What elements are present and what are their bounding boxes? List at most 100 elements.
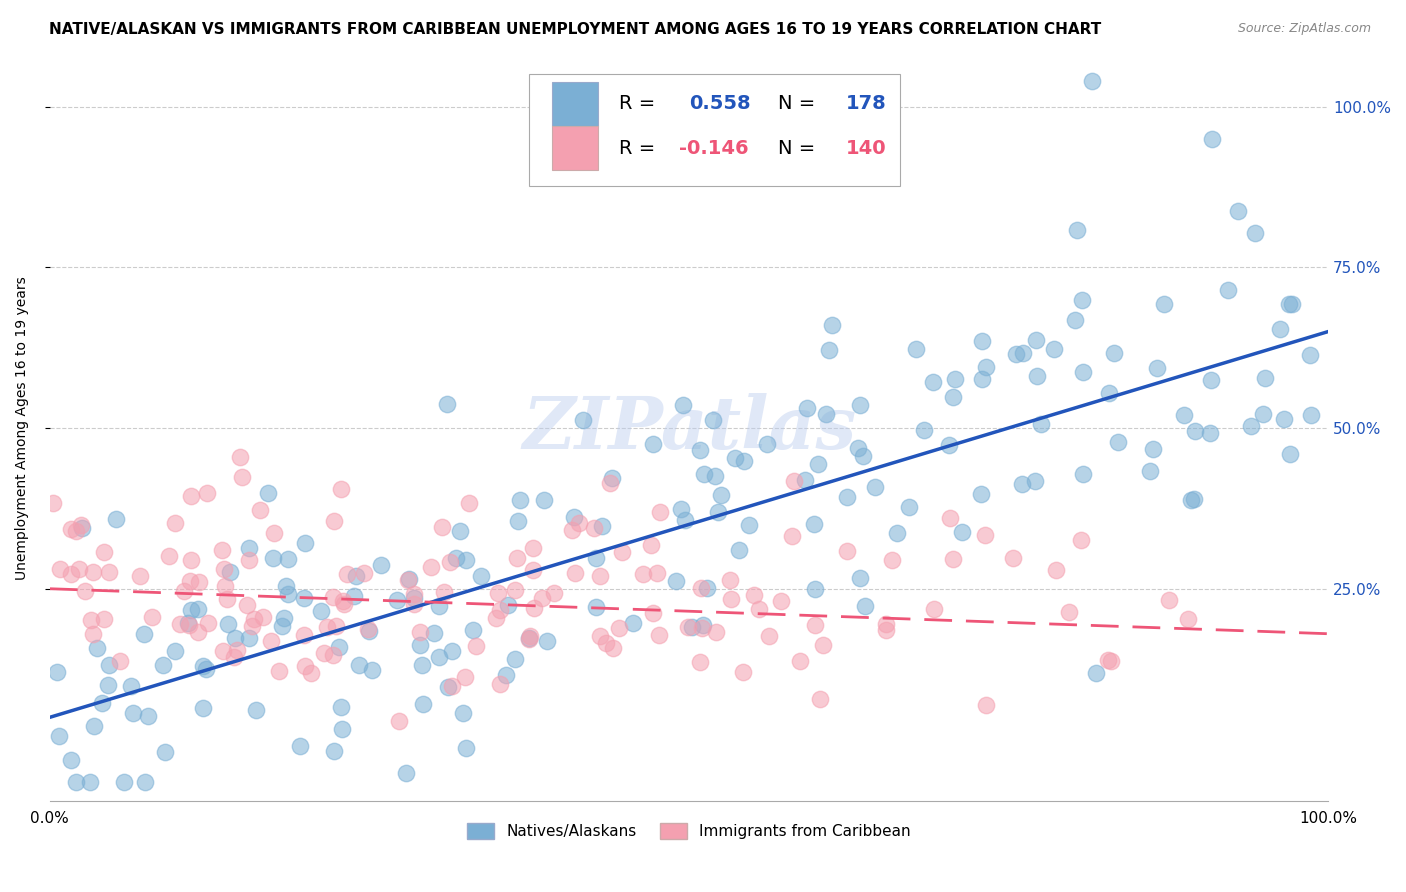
Point	[453, 670, 475, 684]
Point	[236, 599, 259, 613]
Point	[496, 599, 519, 613]
Point	[353, 566, 375, 580]
Point	[488, 676, 510, 690]
Point	[1142, 442, 1164, 456]
Point	[506, 550, 529, 565]
Point	[1066, 223, 1088, 237]
Point	[599, 475, 621, 490]
Text: -0.146: -0.146	[679, 139, 748, 158]
Point	[195, 486, 218, 500]
Point	[177, 615, 200, 630]
Point	[807, 457, 830, 471]
Point	[938, 438, 960, 452]
Text: N =: N =	[779, 95, 823, 113]
Point	[271, 619, 294, 633]
Point	[1026, 369, 1049, 384]
Point	[522, 563, 544, 577]
Point	[974, 528, 997, 542]
Point	[73, 583, 96, 598]
Point	[595, 636, 617, 650]
Point	[260, 634, 283, 648]
Point	[509, 493, 531, 508]
Point	[69, 517, 91, 532]
Point	[943, 372, 966, 386]
Point	[67, 562, 90, 576]
Point	[1071, 467, 1094, 481]
Point	[702, 413, 724, 427]
Point	[292, 591, 315, 605]
Point	[508, 514, 530, 528]
Point	[804, 617, 827, 632]
Point	[411, 657, 433, 672]
Point	[503, 582, 526, 597]
Point	[440, 644, 463, 658]
Point	[224, 631, 246, 645]
Point	[970, 334, 993, 349]
Point	[344, 568, 367, 582]
Point	[262, 551, 284, 566]
Point	[970, 487, 993, 501]
Point	[48, 729, 70, 743]
Point	[678, 619, 700, 633]
Point	[222, 649, 245, 664]
Point	[585, 599, 607, 614]
Point	[486, 586, 509, 600]
Point	[330, 699, 353, 714]
Point	[309, 604, 332, 618]
Point	[1071, 365, 1094, 379]
Text: ZIPatlas: ZIPatlas	[522, 392, 856, 464]
Point	[370, 558, 392, 573]
Point	[821, 318, 844, 333]
Point	[276, 579, 298, 593]
Point	[738, 518, 761, 533]
Point	[60, 522, 83, 536]
Point	[689, 442, 711, 457]
Point	[437, 680, 460, 694]
Point	[804, 582, 827, 597]
Point	[349, 658, 371, 673]
Point	[530, 591, 553, 605]
Point	[693, 467, 716, 481]
Point	[602, 471, 624, 485]
Point	[631, 566, 654, 581]
Text: R =: R =	[619, 95, 661, 113]
Point	[180, 489, 202, 503]
Point	[941, 552, 963, 566]
Point	[159, 549, 181, 563]
Point	[607, 621, 630, 635]
Point	[440, 679, 463, 693]
Point	[675, 513, 697, 527]
Point	[650, 505, 672, 519]
Point	[718, 574, 741, 588]
Point	[974, 698, 997, 712]
Point	[65, 774, 87, 789]
Point	[1098, 385, 1121, 400]
Point	[385, 592, 408, 607]
Point	[165, 516, 187, 531]
Point	[728, 542, 751, 557]
Point	[108, 654, 131, 668]
Point	[1244, 226, 1267, 240]
Point	[1059, 605, 1081, 619]
Point	[322, 648, 344, 662]
Point	[86, 640, 108, 655]
Point	[98, 657, 121, 672]
Point	[412, 697, 434, 711]
Point	[517, 632, 540, 646]
Point	[1173, 408, 1195, 422]
Point	[1011, 476, 1033, 491]
Point	[1240, 418, 1263, 433]
FancyBboxPatch shape	[553, 127, 598, 170]
Point	[641, 606, 664, 620]
Point	[152, 658, 174, 673]
Point	[568, 516, 591, 530]
Point	[780, 529, 803, 543]
Point	[332, 594, 354, 608]
Point	[357, 624, 380, 638]
Point	[42, 496, 65, 510]
Point	[97, 565, 120, 579]
Point	[330, 723, 353, 737]
Point	[710, 488, 733, 502]
Point	[1042, 342, 1064, 356]
Point	[904, 342, 927, 356]
